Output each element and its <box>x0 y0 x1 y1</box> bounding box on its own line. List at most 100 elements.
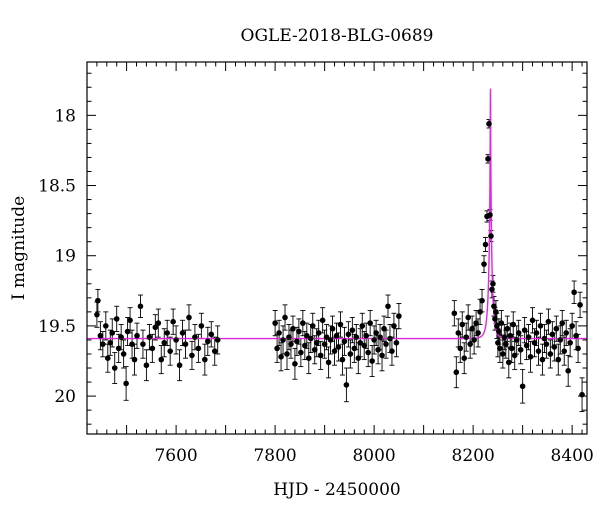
data-point <box>325 359 332 366</box>
data-point <box>561 348 568 354</box>
data-point <box>571 289 577 296</box>
data-point <box>363 332 370 339</box>
data-point <box>559 320 566 326</box>
data-point <box>329 325 336 332</box>
data-point <box>455 330 462 336</box>
data-point <box>367 320 373 326</box>
x-tick-label: 8200 <box>452 446 495 466</box>
tick-layer: 7600 7800 8000 8200 8400 18 18.5 19 19.5 20 <box>38 62 594 466</box>
data-point <box>176 362 183 369</box>
data-point <box>103 323 109 329</box>
data-point <box>496 328 502 335</box>
data-point <box>369 358 375 364</box>
data-point <box>357 339 364 346</box>
data-point <box>517 346 524 353</box>
data-point <box>146 334 153 340</box>
data-point <box>173 337 179 343</box>
data-point <box>149 345 156 352</box>
data-point <box>317 352 324 359</box>
data-point <box>276 330 282 336</box>
data-point <box>381 325 387 332</box>
x-tick-label: 8000 <box>352 446 395 466</box>
data-point <box>555 356 562 363</box>
data-point <box>525 334 532 340</box>
data-point <box>333 332 340 339</box>
data-point <box>305 355 312 361</box>
y-tick-label: 20 <box>54 387 76 407</box>
data-point <box>493 309 499 315</box>
data-point <box>113 316 120 322</box>
data-point <box>479 297 485 304</box>
data-point <box>97 332 104 339</box>
data-point <box>131 356 138 363</box>
data-point <box>323 334 330 340</box>
data-point <box>120 351 127 357</box>
data-point <box>319 317 326 324</box>
data-point <box>208 331 215 338</box>
data-point <box>575 345 581 352</box>
data-point <box>457 345 464 352</box>
data-point <box>523 342 530 349</box>
plot-frame <box>86 61 588 435</box>
data-point <box>527 353 534 360</box>
data-point <box>107 339 114 346</box>
data-point <box>94 311 100 318</box>
chart-title: OGLE-2018-BLG-0689 <box>241 26 434 46</box>
data-point <box>343 382 350 388</box>
data-point <box>315 330 322 336</box>
data-point <box>379 352 385 359</box>
data-point <box>327 337 334 343</box>
data-point <box>373 330 379 336</box>
data-point <box>500 351 506 357</box>
data-point <box>473 320 479 326</box>
data-point <box>459 321 466 328</box>
data-point <box>510 321 517 328</box>
data-point <box>143 362 150 369</box>
data-point <box>529 317 536 324</box>
data-point <box>286 334 292 340</box>
data-point <box>351 345 358 352</box>
data-point <box>543 341 550 347</box>
x-tick-label: 7600 <box>154 446 197 466</box>
data-point <box>204 338 211 345</box>
model-curve <box>87 88 587 340</box>
data-point <box>451 310 458 317</box>
data-point <box>565 368 571 374</box>
data-point <box>489 286 495 293</box>
data-point <box>307 335 314 342</box>
data-point <box>475 330 481 336</box>
data-point <box>383 341 389 347</box>
data-point <box>202 356 208 363</box>
data-point <box>567 339 573 346</box>
data-point <box>481 261 487 267</box>
data-point <box>280 337 286 343</box>
data-point <box>95 297 101 304</box>
data-point <box>288 341 294 347</box>
data-point <box>161 339 168 346</box>
data-point <box>214 337 221 343</box>
data-point <box>569 323 575 329</box>
data-point <box>579 391 585 398</box>
data-point <box>487 212 493 218</box>
data-point <box>158 356 165 363</box>
data-point <box>553 325 560 332</box>
data-point <box>491 303 497 310</box>
data-point <box>134 332 140 339</box>
data-point <box>577 302 583 308</box>
data-point <box>152 324 159 331</box>
data-point <box>511 352 518 359</box>
x-tick-label: 7800 <box>253 446 296 466</box>
data-point <box>573 332 579 339</box>
data-point <box>361 342 368 349</box>
data-point <box>545 318 552 325</box>
data-point <box>164 330 170 336</box>
data-point <box>339 356 346 363</box>
data-point <box>389 348 395 354</box>
data-point <box>127 317 133 324</box>
data-point <box>521 327 528 333</box>
data-point <box>391 323 397 329</box>
data-point <box>531 339 538 346</box>
data-point <box>104 355 111 361</box>
